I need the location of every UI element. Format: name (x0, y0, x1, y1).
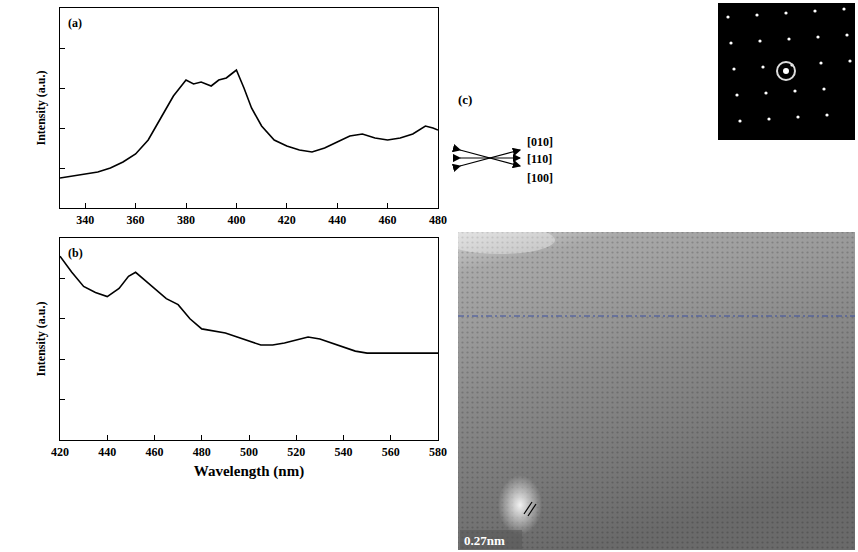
svg-text:[100]: [100] (527, 171, 553, 185)
svg-text:(c): (c) (458, 92, 472, 107)
svg-text:580: 580 (429, 445, 447, 459)
svg-text:(b): (b) (68, 246, 83, 260)
svg-text:360: 360 (127, 213, 145, 227)
svg-text:340: 340 (76, 213, 94, 227)
svg-text:520: 520 (287, 445, 305, 459)
svg-text:Wavelength (nm): Wavelength (nm) (194, 463, 304, 480)
svg-text:480: 480 (193, 445, 211, 459)
svg-text:380: 380 (177, 213, 195, 227)
svg-text:500: 500 (240, 445, 258, 459)
svg-text:0.27nm: 0.27nm (464, 533, 505, 548)
svg-text:540: 540 (335, 445, 353, 459)
svg-text:Intensity (a.u.): Intensity (a.u.) (34, 301, 48, 376)
svg-text:460: 460 (146, 445, 164, 459)
svg-text:[010]: [010] (527, 135, 553, 149)
svg-text:[110]: [110] (527, 152, 552, 166)
svg-text:440: 440 (98, 445, 116, 459)
svg-text:400: 400 (227, 213, 245, 227)
svg-text:480: 480 (429, 213, 447, 227)
svg-text:Intensity (a.u.): Intensity (a.u.) (34, 70, 48, 145)
svg-text:420: 420 (278, 213, 296, 227)
svg-text:460: 460 (379, 213, 397, 227)
svg-text:440: 440 (328, 213, 346, 227)
svg-text:(a): (a) (68, 16, 82, 30)
svg-text:560: 560 (382, 445, 400, 459)
svg-text:420: 420 (51, 445, 69, 459)
